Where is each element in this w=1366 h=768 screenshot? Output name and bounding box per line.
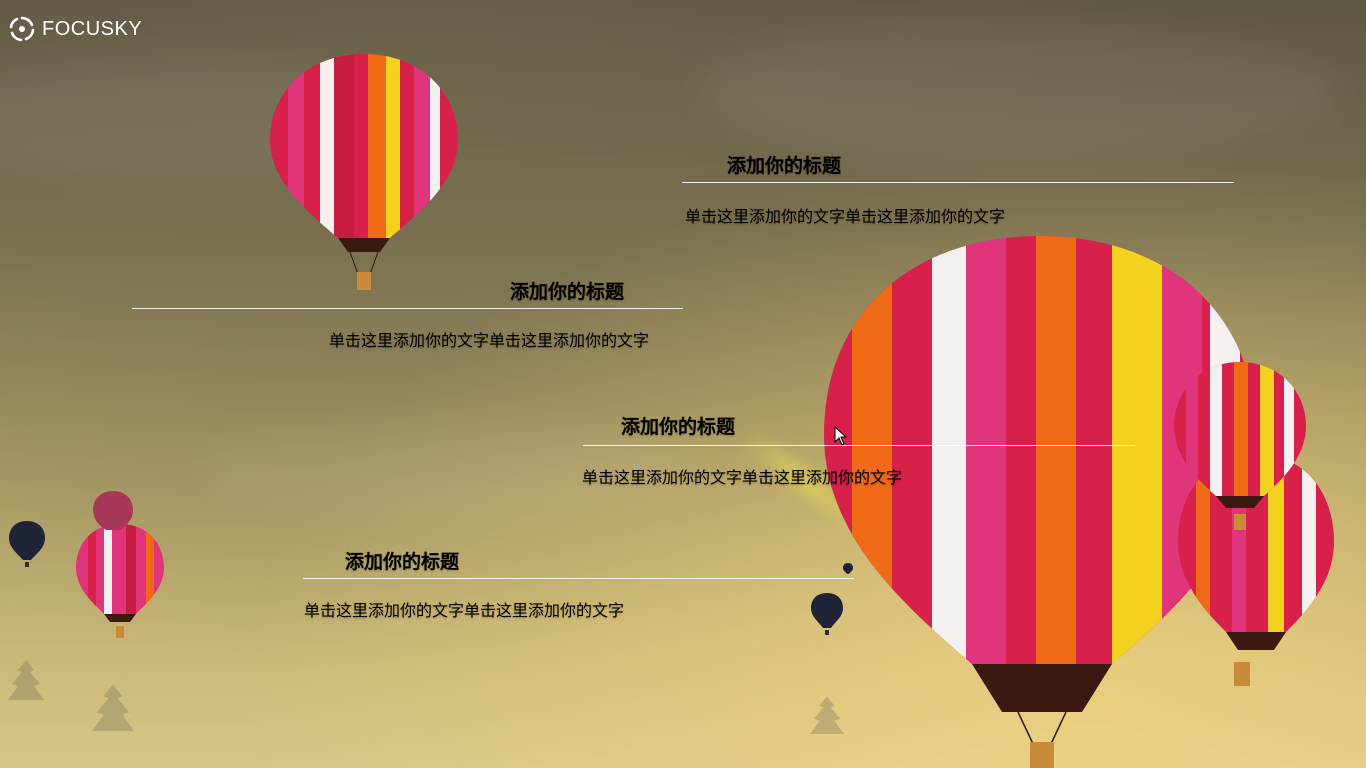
hot-air-balloon-image — [824, 236, 1256, 768]
block-text[interactable]: 单击这里添加你的文字单击这里添加你的文字 — [582, 468, 903, 487]
block-title[interactable]: 添加你的标题 — [727, 155, 842, 177]
hot-air-balloon-image — [811, 593, 843, 635]
hot-air-balloon-image — [76, 524, 164, 638]
balloon-silhouette-image — [810, 696, 844, 734]
cloud-streak — [200, 420, 700, 520]
title-divider — [682, 182, 1234, 183]
balloon-silhouette-image — [8, 660, 44, 700]
balloon-silhouette-image — [92, 684, 134, 731]
focusky-logo-icon — [9, 16, 35, 42]
block-text[interactable]: 单击这里添加你的文字单击这里添加你的文字 — [685, 207, 1006, 226]
brand-name: FOCUSKY — [42, 17, 143, 40]
block-title[interactable]: 添加你的标题 — [510, 281, 625, 303]
hot-air-balloon-image — [1174, 362, 1306, 530]
mouse-pointer-icon — [834, 426, 848, 446]
hot-air-balloon-image — [93, 491, 133, 530]
block-text[interactable]: 单击这里添加你的文字单击这里添加你的文字 — [329, 331, 650, 350]
block-title[interactable]: 添加你的标题 — [345, 551, 460, 573]
cloud-streak — [700, 20, 1340, 160]
block-text[interactable]: 单击这里添加你的文字单击这里添加你的文字 — [304, 601, 625, 620]
brand: FOCUSKY — [8, 14, 142, 44]
hot-air-balloon-image — [270, 54, 458, 290]
hot-air-balloon-image — [9, 521, 45, 567]
block-title[interactable]: 添加你的标题 — [621, 416, 736, 438]
hot-air-balloon-image — [843, 563, 853, 574]
title-divider — [132, 308, 683, 309]
title-divider — [303, 578, 854, 579]
title-divider — [583, 445, 1135, 446]
